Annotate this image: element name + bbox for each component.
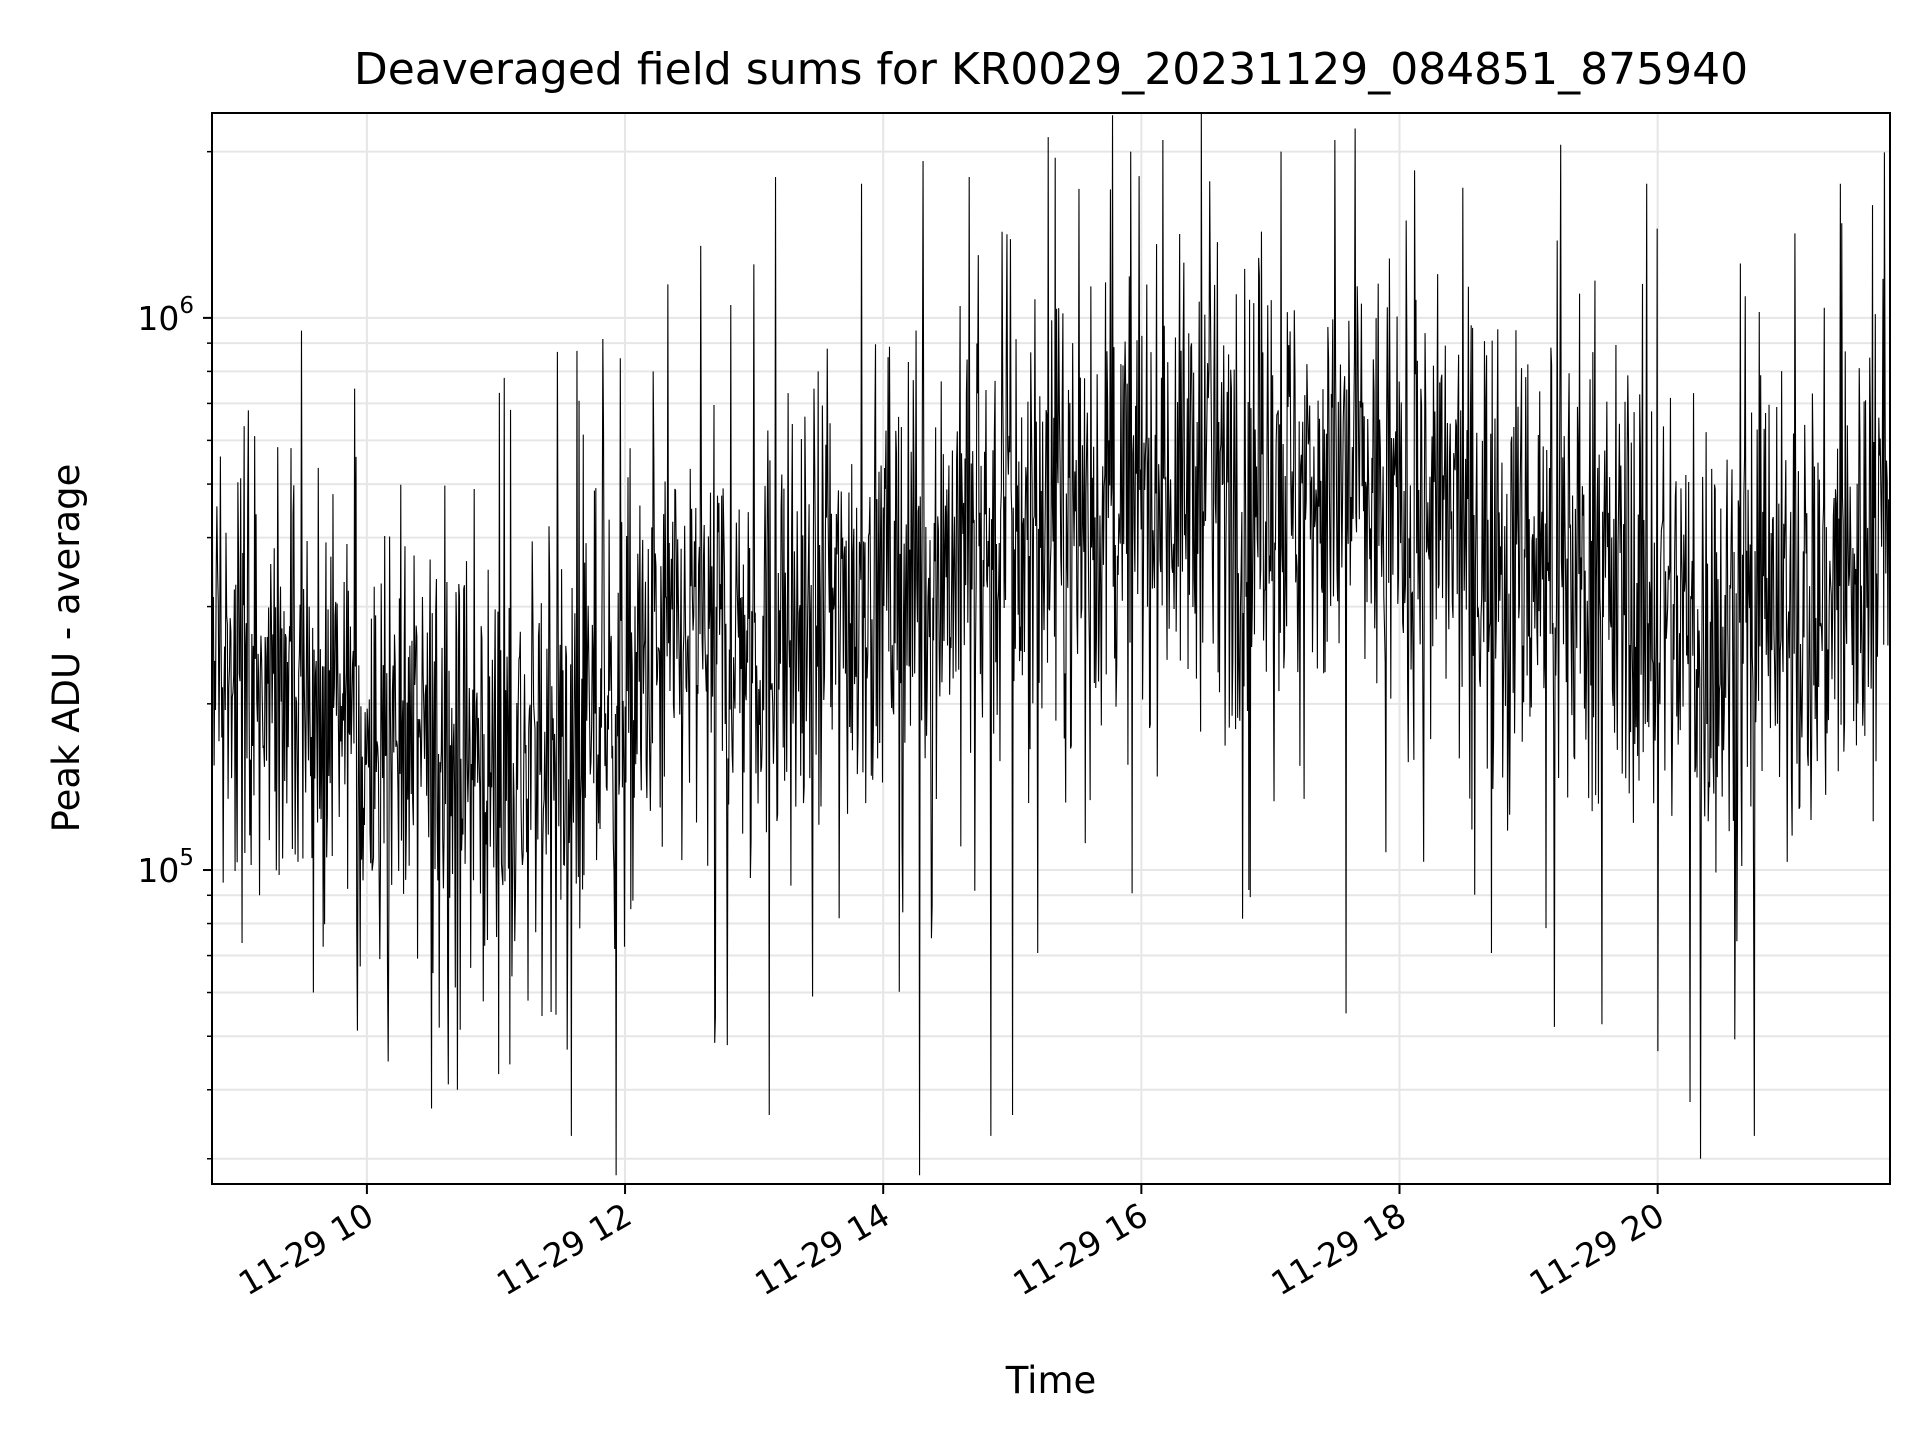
plot-frame bbox=[211, 112, 1891, 1185]
y-axis-label: Peak ADU - average bbox=[45, 464, 88, 833]
chart-title: Deaveraged field sums for KR0029_2023112… bbox=[354, 44, 1748, 95]
y-tick-label: 105 bbox=[137, 845, 194, 890]
x-axis-label: Time bbox=[1005, 1359, 1097, 1402]
y-tick-label: 106 bbox=[137, 293, 194, 338]
series-line bbox=[212, 113, 1890, 1176]
